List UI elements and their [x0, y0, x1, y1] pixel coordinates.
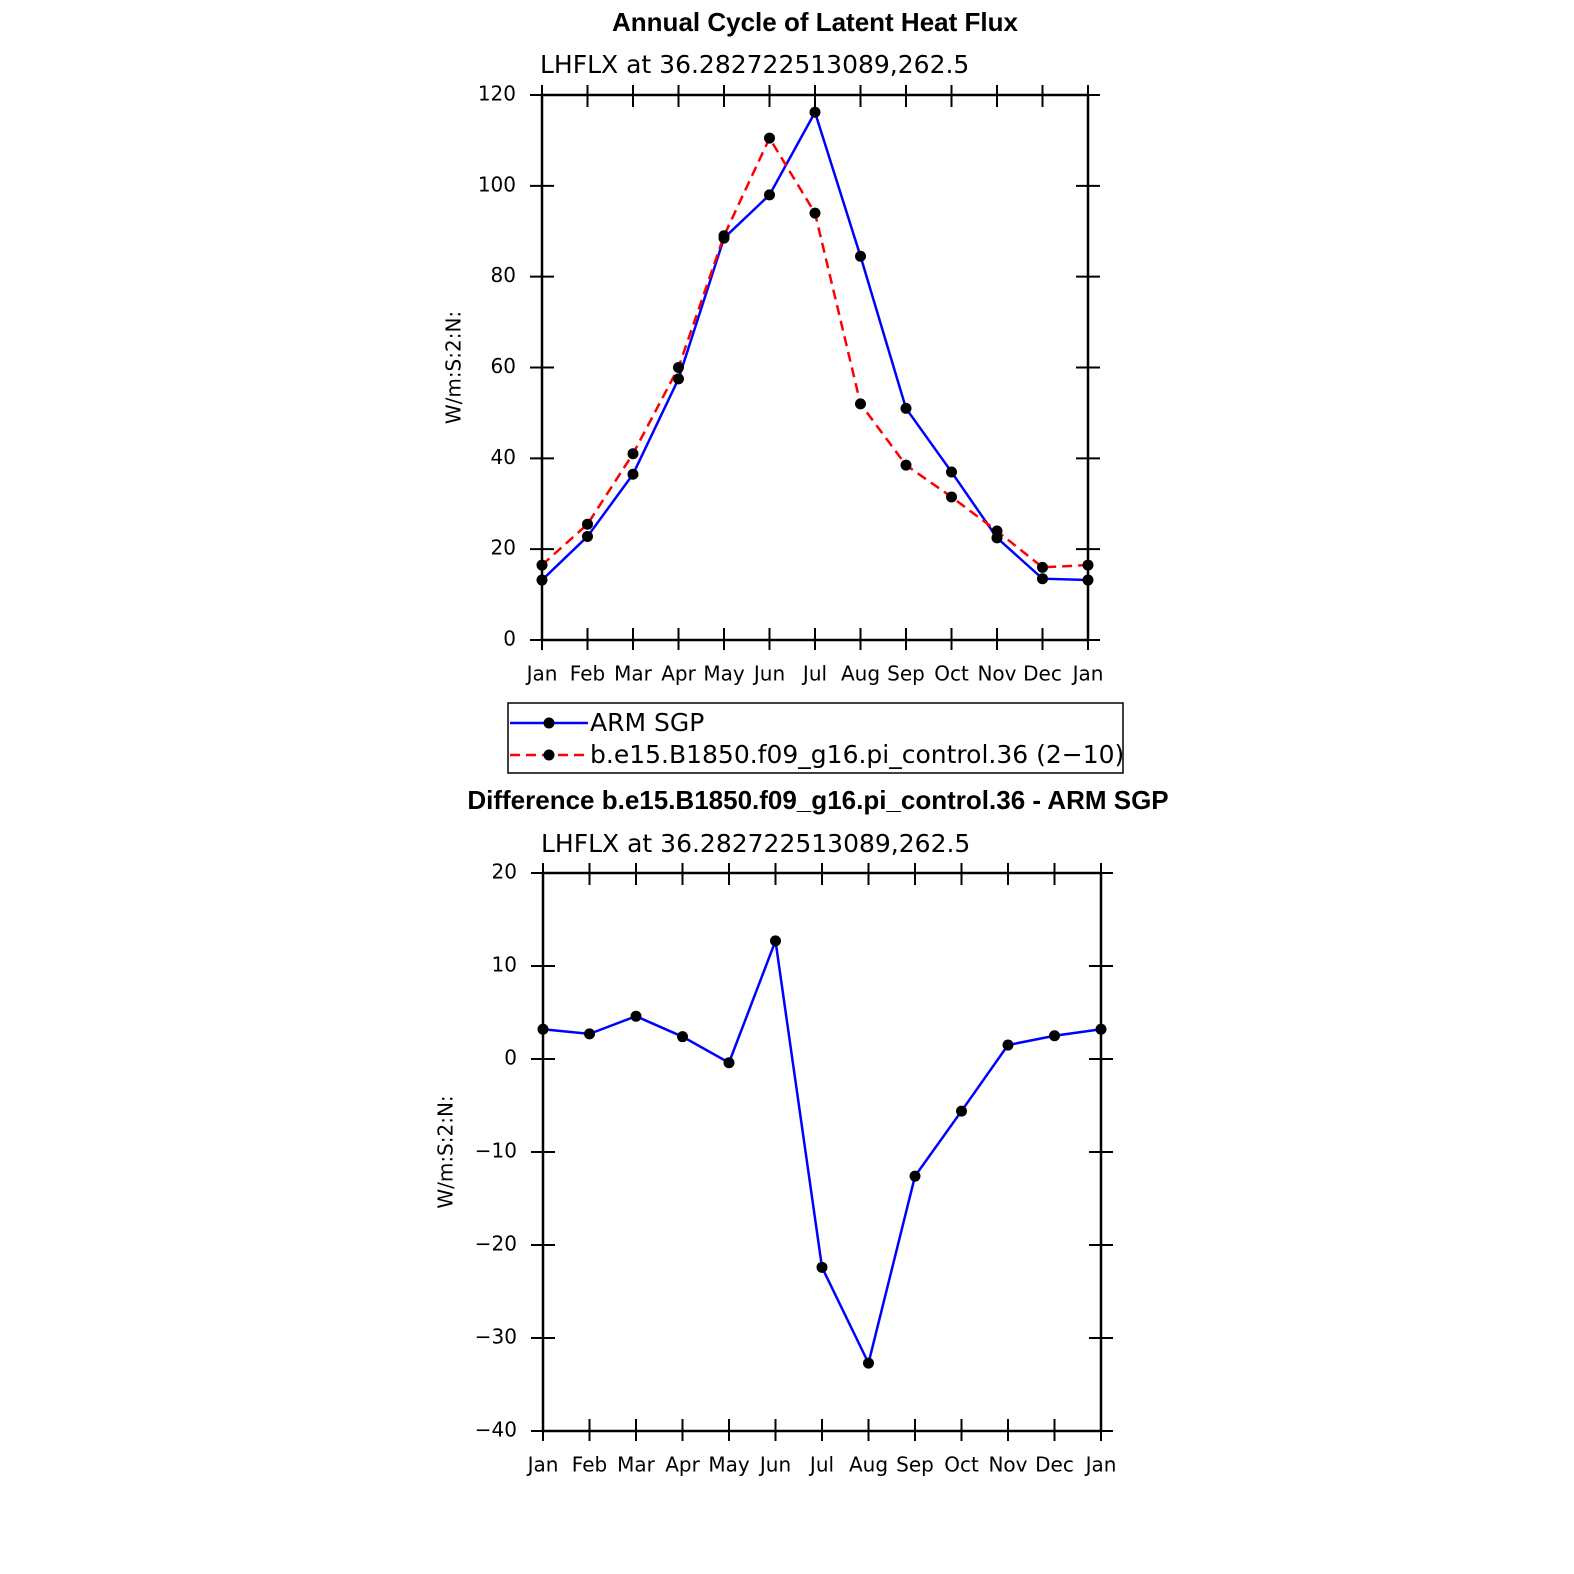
legend-marker [543, 717, 555, 729]
x-tick-label: Dec [1023, 662, 1062, 686]
x-tick-label: Jan [1071, 662, 1104, 686]
marker [1049, 1030, 1060, 1042]
x-tick-label: Jun [758, 1453, 791, 1477]
y-tick-label: 20 [492, 860, 517, 884]
marker [863, 1357, 874, 1369]
marker [536, 559, 548, 571]
marker [855, 250, 866, 262]
x-tick-label: Jan [1084, 1453, 1117, 1477]
x-tick-label: Jan [526, 1453, 559, 1477]
marker [900, 402, 912, 414]
marker [673, 373, 684, 385]
x-tick-label: May [708, 1453, 750, 1477]
marker [582, 530, 593, 542]
chart-subtitle: LHFLX at 36.282722513089,262.5 [540, 50, 969, 79]
legend-label: ARM SGP [590, 708, 704, 737]
x-tick-label: Jul [808, 1453, 834, 1477]
y-tick-label: 120 [478, 82, 516, 106]
marker [991, 525, 1003, 537]
marker [956, 1105, 967, 1117]
marker [1082, 574, 1094, 586]
marker [946, 491, 957, 503]
x-tick-label: Aug [841, 662, 880, 686]
marker [630, 1010, 642, 1022]
marker [809, 106, 821, 118]
marker [855, 398, 866, 410]
y-tick-label: −10 [475, 1139, 517, 1163]
y-axis-label: W/m:S:2:N: [434, 1095, 458, 1208]
y-tick-label: 0 [503, 627, 516, 651]
marker [816, 1261, 828, 1273]
marker [1037, 561, 1048, 573]
marker [677, 1031, 688, 1043]
marker [627, 448, 639, 460]
y-tick-label: 60 [491, 354, 516, 378]
y-tick-label: 10 [492, 953, 517, 977]
chart-title: Difference b.e15.B1850.f09_g16.pi_contro… [467, 785, 1168, 815]
x-tick-label: Feb [572, 1453, 607, 1477]
x-tick-label: Oct [944, 1453, 979, 1477]
x-tick-label: Jan [525, 662, 558, 686]
marker [718, 230, 730, 242]
x-tick-label: Apr [665, 1453, 700, 1477]
x-tick-label: Nov [988, 1453, 1027, 1477]
x-tick-label: Feb [570, 662, 605, 686]
marker [809, 207, 821, 219]
marker [627, 468, 639, 480]
marker [1002, 1039, 1014, 1051]
y-tick-label: 80 [491, 263, 516, 287]
legend-box [507, 702, 1124, 774]
y-tick-label: 40 [491, 445, 516, 469]
marker [1082, 559, 1094, 571]
marker [584, 1028, 595, 1040]
x-tick-label: Jun [752, 662, 785, 686]
marker [536, 574, 548, 586]
y-tick-label: 0 [504, 1046, 517, 1070]
chart-subtitle: LHFLX at 36.282722513089,262.5 [541, 829, 970, 858]
x-tick-label: Dec [1035, 1453, 1074, 1477]
legend-label: b.e15.B1850.f09_g16.pi_control.36 (2−10) [590, 740, 1124, 769]
marker [764, 132, 775, 144]
x-tick-label: Mar [617, 1453, 656, 1477]
y-tick-label: −40 [475, 1418, 517, 1442]
marker [1095, 1023, 1107, 1035]
x-tick-label: Nov [977, 662, 1016, 686]
x-tick-label: Mar [614, 662, 653, 686]
marker [764, 189, 775, 201]
chart-title: Annual Cycle of Latent Heat Flux [612, 7, 1018, 37]
marker [909, 1170, 921, 1182]
legend-marker [543, 749, 555, 761]
marker [1037, 573, 1048, 585]
y-tick-label: −20 [475, 1232, 517, 1256]
y-tick-label: 100 [478, 172, 516, 196]
x-tick-label: Apr [661, 662, 696, 686]
marker [582, 518, 593, 530]
y-tick-label: −30 [475, 1325, 517, 1349]
marker [900, 459, 912, 471]
x-tick-label: Sep [887, 662, 925, 686]
marker [723, 1057, 735, 1069]
marker [537, 1023, 549, 1035]
x-tick-label: Sep [896, 1453, 934, 1477]
x-tick-label: Oct [934, 662, 969, 686]
marker [946, 466, 957, 478]
x-tick-label: May [703, 662, 745, 686]
x-tick-label: Jul [801, 662, 827, 686]
y-axis-label: W/m:S:2:N: [442, 311, 466, 424]
marker [770, 935, 781, 947]
x-tick-label: Aug [849, 1453, 888, 1477]
y-tick-label: 20 [491, 536, 516, 560]
marker [673, 362, 684, 373]
